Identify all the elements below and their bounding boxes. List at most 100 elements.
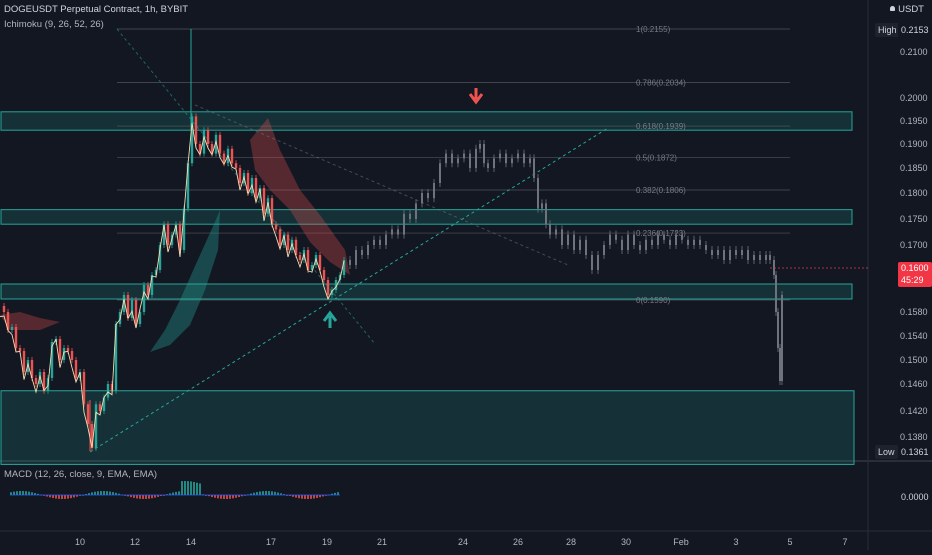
macd-bar <box>103 491 105 495</box>
time-tick-label: 30 <box>621 537 631 547</box>
macd-bar <box>301 495 303 499</box>
fib-label-1: 1(0.2155) <box>636 25 671 34</box>
price-tick-label: 0.1800 <box>900 188 928 198</box>
bell-icon <box>890 6 896 11</box>
macd-bar <box>112 492 114 495</box>
macd-bar <box>262 491 264 495</box>
macd-bar <box>250 493 252 495</box>
price-tick-label: 0.1750 <box>900 214 928 224</box>
macd-bar <box>58 495 60 499</box>
macd-bar <box>22 491 24 495</box>
price-tick-label: 0.1460 <box>900 379 928 389</box>
macd-bar <box>226 495 228 499</box>
time-tick-label: 14 <box>186 537 196 547</box>
macd-bar <box>28 491 30 495</box>
macd-bar <box>265 491 267 495</box>
descending-trendline <box>116 28 376 345</box>
macd-bar <box>136 495 138 499</box>
macd-bar <box>100 491 102 495</box>
macd-bar <box>166 494 168 495</box>
macd-bar <box>310 495 312 499</box>
macd-bar <box>304 495 306 499</box>
macd-bar <box>94 491 96 495</box>
ichimoku-cloud-red-left <box>0 312 60 330</box>
time-tick-label: 10 <box>75 537 85 547</box>
macd-bar <box>16 491 18 495</box>
macd-bar <box>127 495 129 497</box>
macd-bar <box>271 491 273 495</box>
macd-bar <box>85 493 87 495</box>
price-tick-label: 0.1950 <box>900 116 928 126</box>
macd-bar <box>298 495 300 499</box>
fib-label-0.618: 0.618(0.1939) <box>636 122 686 131</box>
time-tick-label: 26 <box>513 537 523 547</box>
time-tick-label: 21 <box>377 537 387 547</box>
price-tick-label: 0.1380 <box>900 432 928 442</box>
macd-bar <box>313 495 315 499</box>
macd-bar <box>322 495 324 497</box>
macd-bar <box>160 495 162 497</box>
macd-bar <box>157 495 159 497</box>
macd-bar <box>172 492 174 495</box>
time-tick-label: 28 <box>566 537 576 547</box>
last-price-tag: 0.1600 <box>898 262 932 275</box>
price-tick-label: 0.2000 <box>900 93 928 103</box>
macd-bar <box>211 495 213 497</box>
macd-bar <box>181 481 183 495</box>
macd-bar <box>319 495 321 498</box>
macd-bar <box>280 493 282 495</box>
macd-bar <box>88 493 90 495</box>
macd-bar <box>193 481 195 495</box>
time-tick-label: 12 <box>130 537 140 547</box>
macd-bar <box>10 492 12 495</box>
macd-bar <box>277 492 279 495</box>
resistance-zone-2 <box>0 209 853 225</box>
macd-bar <box>55 495 57 499</box>
price-tick-label: 0.1580 <box>900 307 928 317</box>
macd-bar <box>316 495 318 498</box>
macd-bar <box>337 492 339 495</box>
macd-bar <box>217 495 219 499</box>
ichimoku-label: Ichimoku (9, 26, 52, 26) <box>4 19 104 30</box>
macd-bar <box>190 481 192 495</box>
macd-label: MACD (12, 26, close, 9, EMA, EMA) <box>4 469 158 480</box>
macd-bar <box>148 495 150 499</box>
up-arrow-icon <box>322 310 338 328</box>
macd-bar <box>253 492 255 495</box>
macd-bar <box>133 495 135 498</box>
macd-bar <box>139 495 141 499</box>
ichimoku-cloud-red <box>250 118 350 275</box>
macd-bar <box>325 495 327 496</box>
macd-bar <box>46 495 48 497</box>
fib-label-0.382: 0.382(0.1806) <box>636 186 686 195</box>
macd-bar <box>34 492 36 495</box>
fib-label-0.786: 0.786(0.2034) <box>636 78 686 87</box>
price-tick-label: 0.1500 <box>900 355 928 365</box>
macd-bar <box>331 493 333 495</box>
macd-bar <box>115 492 117 495</box>
resistance-zone-1 <box>0 111 853 131</box>
macd-bar <box>289 495 291 496</box>
price-tick-label: 0.1900 <box>900 139 928 149</box>
macd-bar <box>238 495 240 498</box>
macd-bar <box>283 494 285 495</box>
macd-bar <box>178 491 180 495</box>
fib-label-0: 0(0.1590) <box>636 296 671 305</box>
macd-bar <box>61 495 63 499</box>
macd-bar <box>295 495 297 498</box>
macd-bar <box>97 491 99 495</box>
macd-bar <box>292 495 294 497</box>
macd-bar <box>118 493 120 495</box>
macd-bar <box>223 495 225 499</box>
macd-bar <box>31 492 33 495</box>
price-tick-label: 0.1700 <box>900 240 928 250</box>
price-tick-label: 0.1540 <box>900 331 928 341</box>
macd-bar <box>220 495 222 499</box>
fib-label-0.236: 0.236(0.1723) <box>636 229 686 238</box>
macd-bar <box>199 483 201 495</box>
support-zone <box>0 283 853 300</box>
currency-selector[interactable]: USDT <box>890 4 924 15</box>
macd-bar <box>241 495 243 497</box>
